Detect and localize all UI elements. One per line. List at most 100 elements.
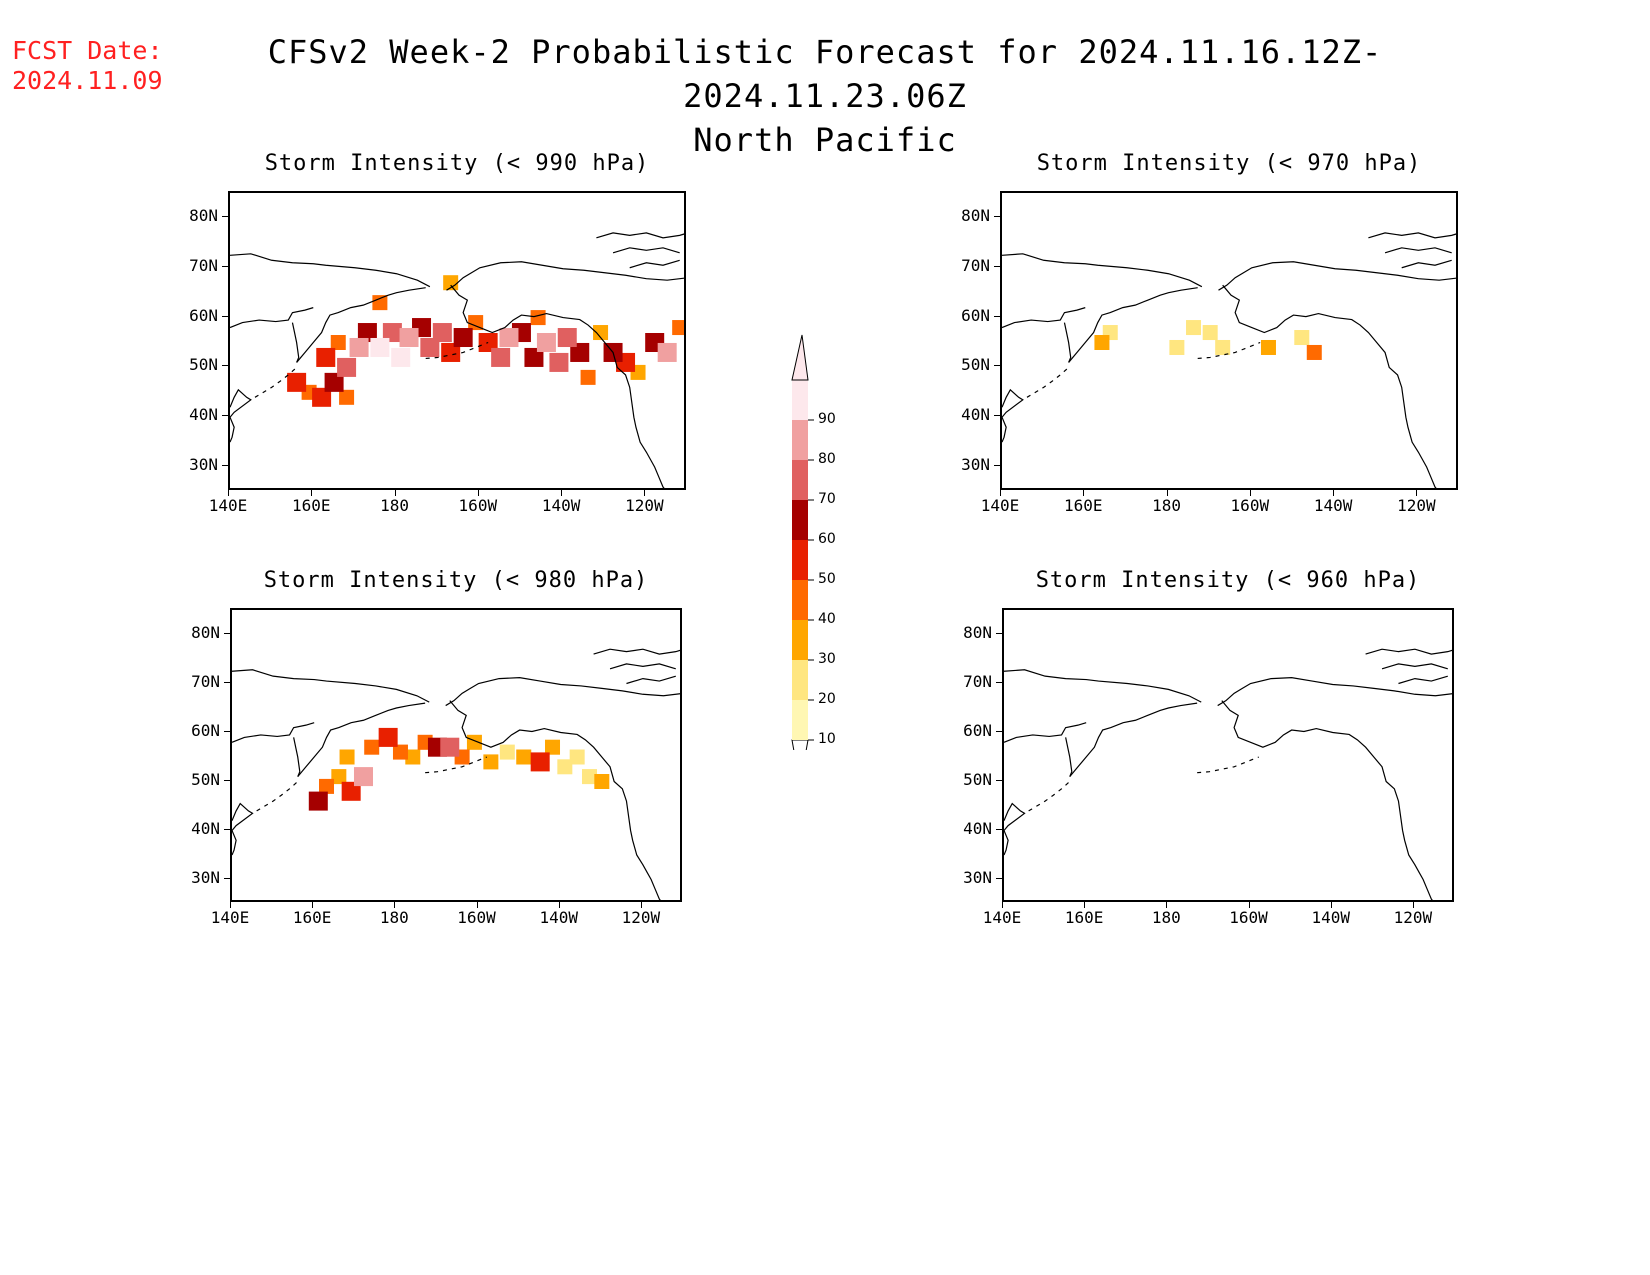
lat-tick [224,828,230,830]
lat-tick-label: 50N [961,355,990,375]
coastline [1002,388,1024,443]
probability-cell [405,749,421,765]
probability-cell [1202,325,1218,341]
lat-tick-label: 30N [963,867,992,887]
figure-title: CFSv2 Week-2 Probabilistic Forecast for … [267,33,1383,115]
lat-tick-label: 60N [963,720,992,740]
map-panel [230,608,682,902]
map-svg [230,232,684,488]
lat-tick-label: 80N [961,205,990,225]
lon-tick [558,902,560,908]
lon-tick-label: 160E [1064,496,1103,515]
probability-cell [557,759,573,775]
colorbar-label: 40 [818,611,836,627]
panel-title: Storm Intensity (< 960 hPa) [1035,568,1421,593]
lon-tick-label: 160W [1230,496,1270,515]
coastline [1381,663,1448,670]
map-panel [1002,608,1454,902]
coastline [449,700,661,900]
coastlines [232,648,680,900]
probability-cell [530,752,550,772]
lat-tick [224,730,230,732]
colorbar-label: 10 [818,731,836,747]
probability-cell [1306,344,1322,360]
lat-tick-label: 60N [191,720,220,740]
probability-cell [491,347,511,367]
probability-cell [316,347,336,367]
coastline [1063,322,1072,363]
probability-cell [370,337,390,357]
probability-cell [524,347,544,367]
coastline [291,322,300,363]
probability-cell [1294,330,1310,346]
lat-tick-label: 40N [961,405,990,425]
colorbar-svg [791,334,814,786]
coastline [1004,669,1202,703]
coastline [230,253,431,288]
colorbar-swatch [792,500,808,540]
lon-tick-label: 140W [1313,496,1353,515]
colorbar: 10 20 30 40 50 60 70 80 90 [790,330,850,786]
probability-cell [357,323,377,343]
coastline [445,677,680,707]
lat-tick-label: 50N [191,769,220,789]
probability-cell [536,333,556,352]
lat-tick [224,877,230,879]
coastline [1068,287,1198,363]
probability-cell [1260,339,1276,355]
lat-tick-label: 50N [963,769,992,789]
coastline [626,675,676,685]
lon-tick [640,902,642,908]
probability-cell [657,342,677,362]
colorbar-label: 90 [818,411,836,427]
lon-tick-label: 160W [458,496,498,515]
lon-tick-label: 160W [457,908,496,927]
lon-tick [476,902,478,908]
lat-tick-label: 70N [191,671,220,691]
lon-tick-label: 140W [539,908,578,927]
map-svg [232,648,680,900]
probability-cell [341,781,361,801]
lon-tick [1333,490,1335,496]
lon-tick [394,902,396,908]
coastline [1197,341,1261,360]
lat-tick [222,415,228,417]
probability-cell [453,328,473,348]
colorbar-upper-tip [791,334,809,381]
lat-tick-label: 40N [963,818,992,838]
lat-tick [996,730,1002,732]
probability-cell [569,749,585,765]
coastline [1217,677,1452,707]
coastline [1028,781,1071,812]
coastline [1365,648,1452,655]
colorbar-swatch [792,380,808,420]
lon-tick [477,490,479,496]
probability-cell [581,769,597,785]
coastline [593,648,680,655]
coastlines [230,232,684,488]
colorbar-swatch [792,580,808,620]
panel-title: Storm Intensity (< 990 hPa) [264,151,650,176]
probability-field [308,727,610,811]
lat-tick [994,465,1000,467]
lat-tick-label: 70N [963,671,992,691]
probability-cell [483,754,499,770]
coastline [232,722,315,743]
lon-tick-label: 140E [982,908,1022,927]
fcst-date-value: 2024.11.09 [12,66,163,95]
lat-tick [224,681,230,683]
colorbar-label: 70 [818,491,836,507]
lat-tick-label: 80N [191,622,220,642]
lat-tick [996,681,1002,683]
lon-tick [1412,902,1414,908]
coastline [1002,307,1086,329]
probability-cell [364,739,380,755]
coastline [296,287,426,363]
lat-tick-label: 70N [189,255,218,275]
coastline [446,261,684,291]
coastline [232,802,254,856]
lon-tick-label: 180 [379,908,409,927]
colorbar-label: 80 [818,451,836,467]
lat-tick [994,365,1000,367]
lat-tick-label: 30N [961,455,990,475]
